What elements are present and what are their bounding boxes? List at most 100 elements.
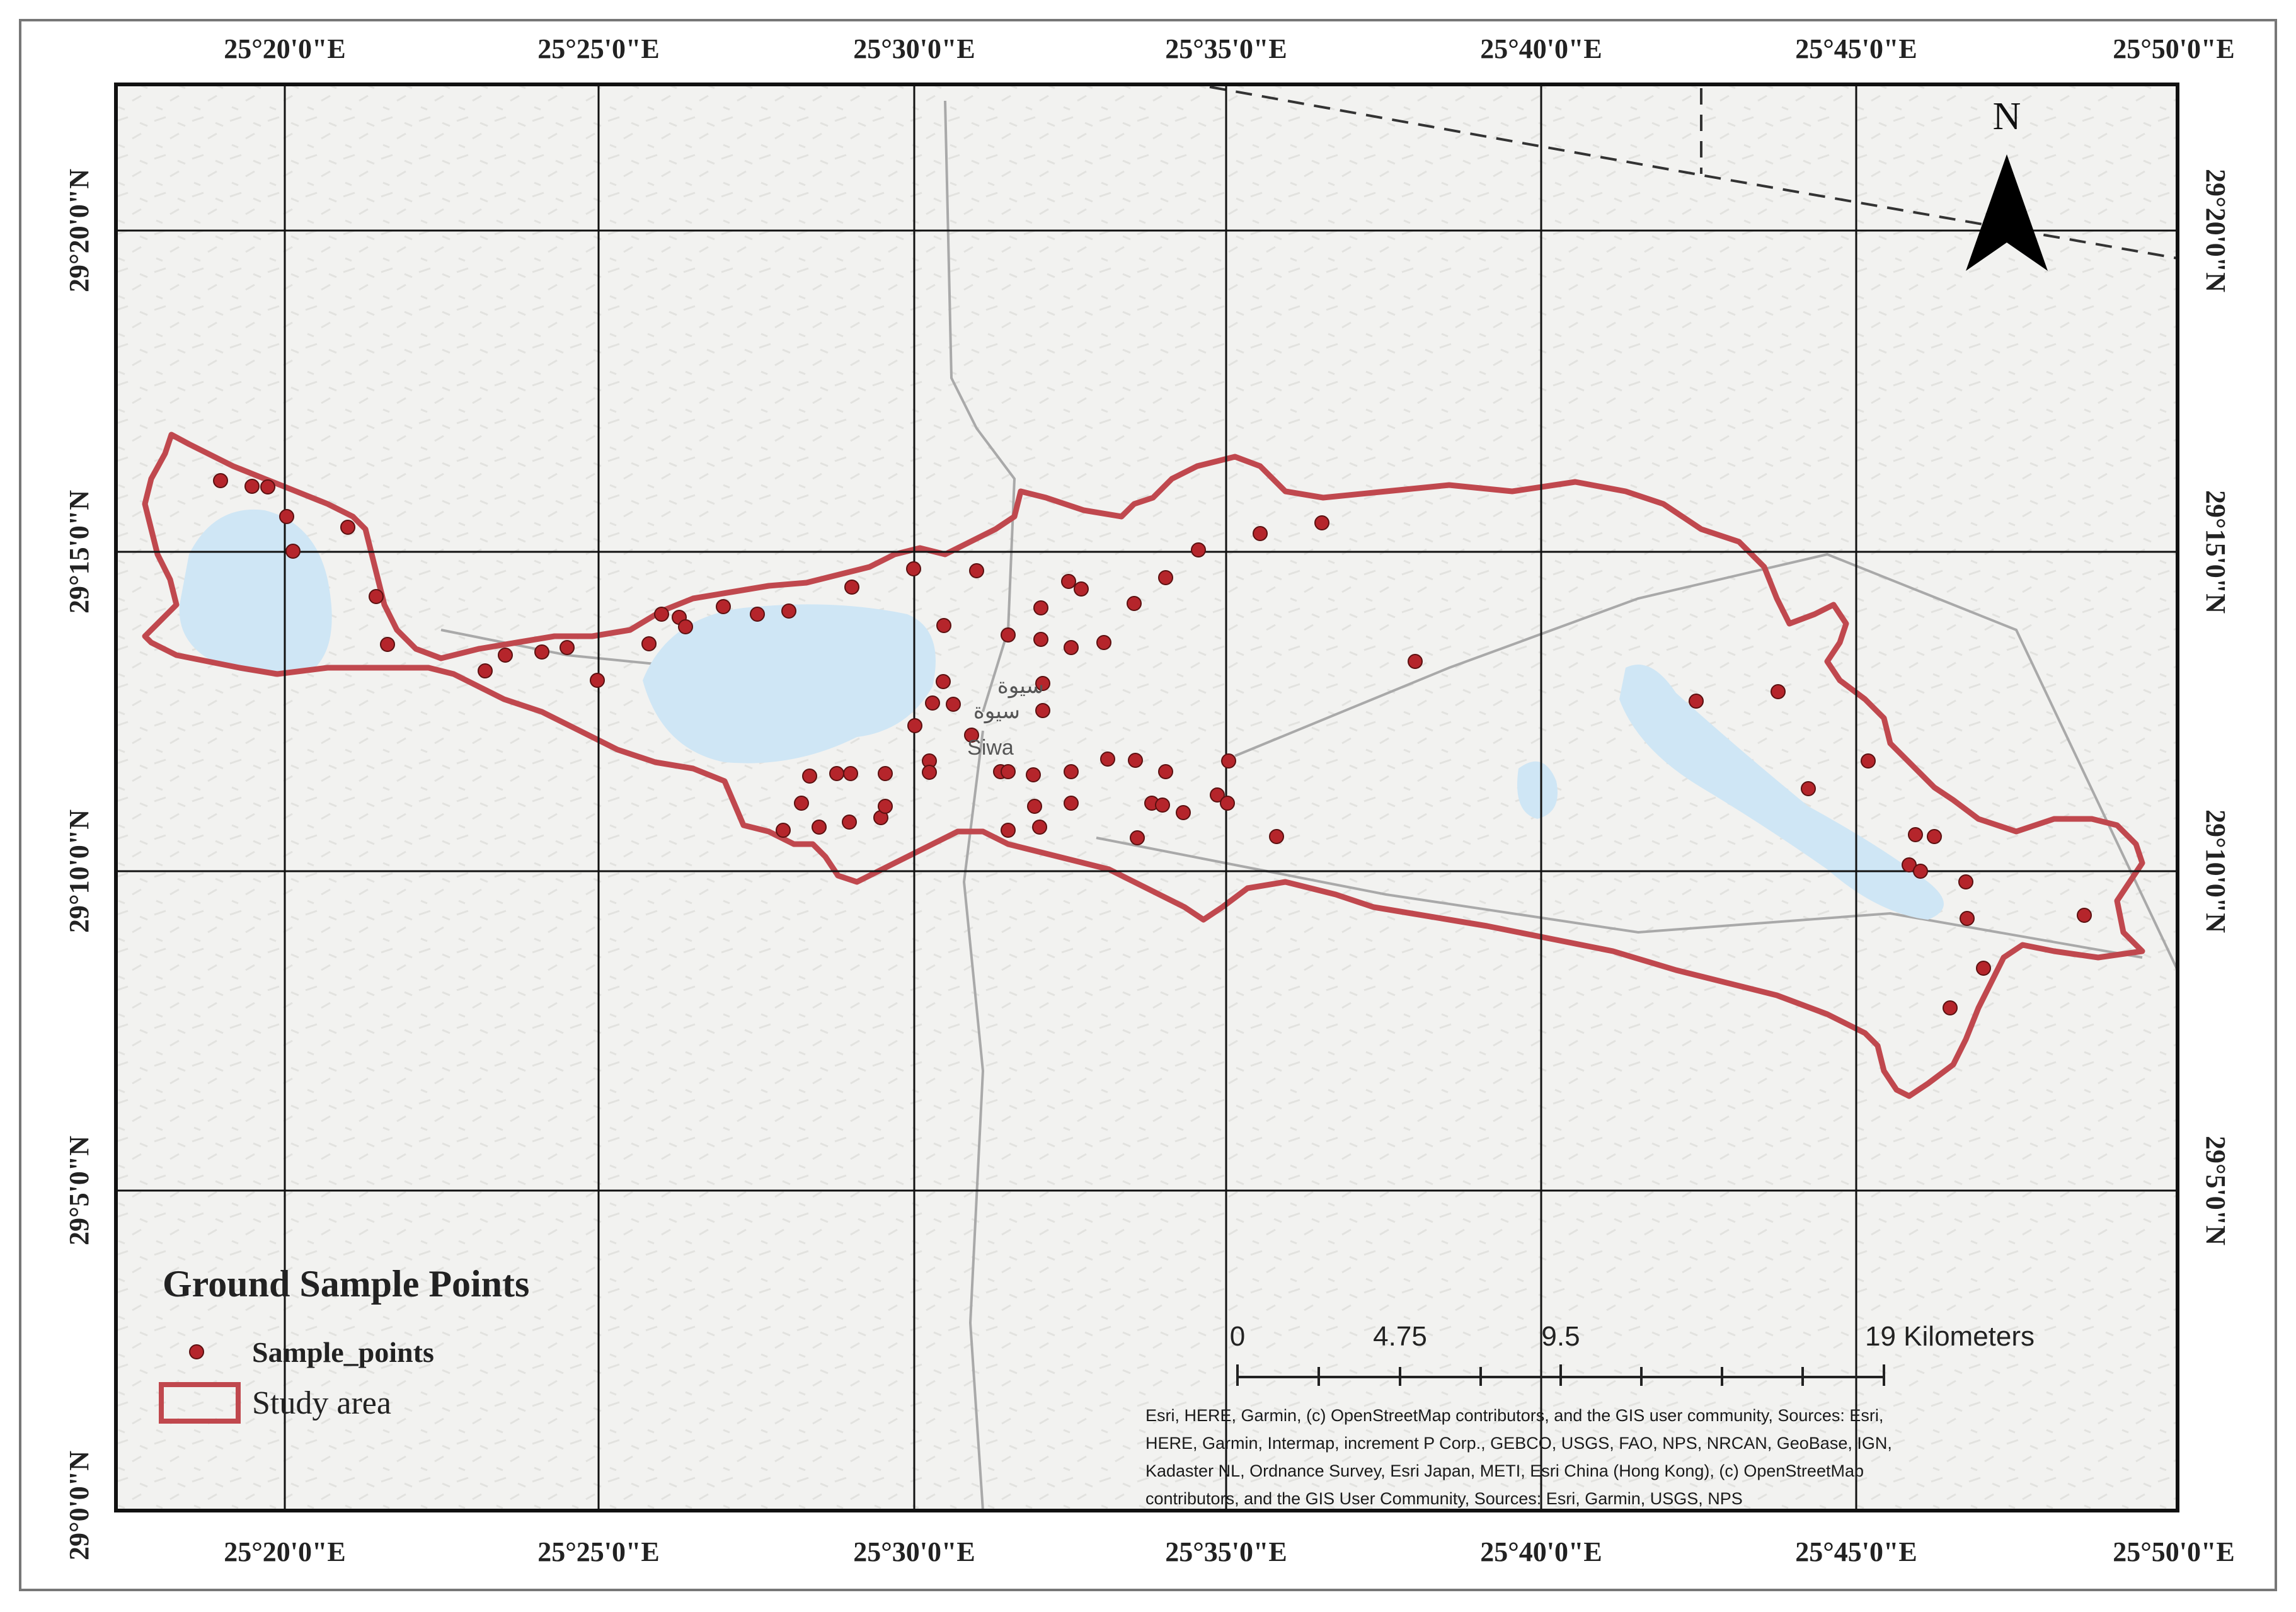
sample-point	[750, 607, 765, 622]
map-panel: سيوة سيوة Siwa N Ground Sample Points Sa…	[116, 84, 2178, 1511]
lake-zeitun	[1619, 665, 1944, 920]
sample-point	[1064, 796, 1079, 811]
legend-title: Ground Sample Points	[163, 1263, 529, 1305]
sample-point	[213, 473, 228, 488]
sample-point	[1130, 830, 1145, 845]
legend: Ground Sample Points Sample_points Study…	[159, 1263, 529, 1424]
sample-point	[498, 648, 513, 663]
sample-point	[1096, 635, 1111, 650]
sample-point	[1001, 764, 1016, 779]
red-dot-icon	[189, 1344, 204, 1359]
sample-point	[1064, 640, 1079, 655]
sample-point	[1913, 864, 1928, 879]
sample-point	[1158, 570, 1173, 585]
lon-label: 25°50'0"E	[2113, 1536, 2235, 1567]
sample-point	[1771, 684, 1786, 699]
sample-point	[1074, 581, 1089, 597]
sample-point	[1253, 526, 1268, 541]
lat-label: 29°5'0"N	[2200, 1136, 2231, 1245]
lat-label: 29°15'0"N	[64, 490, 95, 614]
attribution-text: Esri, HERE, Garmin, (c) OpenStreetMap co…	[1145, 1406, 1892, 1508]
sample-point	[1958, 874, 1973, 889]
sample-point	[812, 820, 827, 835]
place-label-arabic-2: سيوة	[973, 699, 1020, 724]
lon-label: 25°40'0"E	[1480, 33, 1602, 64]
sample-point	[1902, 857, 1917, 872]
sample-point	[802, 769, 817, 784]
scale-label-4-75: 4.75	[1373, 1321, 1427, 1352]
sample-point	[279, 509, 294, 524]
sample-point	[340, 520, 355, 535]
place-label-siwa: Siwa	[967, 736, 1014, 760]
lat-label: 29°10'0"N	[64, 809, 95, 933]
sample-point	[1035, 676, 1050, 691]
lake-siwa	[643, 604, 936, 763]
lon-label: 25°30'0"E	[853, 1536, 975, 1567]
lat-label: 29°10'0"N	[2200, 809, 2231, 933]
lon-label: 25°45'0"E	[1795, 1536, 1917, 1567]
sample-point	[946, 697, 961, 712]
sample-point	[1027, 799, 1042, 814]
sample-point	[794, 796, 809, 811]
lon-label: 25°30'0"E	[853, 33, 975, 64]
graticule-lines	[116, 84, 2178, 1511]
legend-item-study-area: Study area	[252, 1385, 391, 1421]
sample-point	[1001, 627, 1016, 643]
terrain-background	[116, 84, 2178, 1511]
sample-point	[1960, 911, 1975, 926]
scale-label-0: 0	[1230, 1321, 1245, 1352]
sample-point	[969, 563, 984, 578]
sample-point	[936, 674, 951, 689]
sample-point	[1976, 961, 1991, 976]
lat-label: 29°20'0"N	[2200, 169, 2231, 292]
sample-point	[922, 765, 937, 780]
study-area-polygon	[142, 432, 2145, 1099]
sample-point	[1035, 703, 1050, 718]
lat-label: 29°0'0"N	[64, 1451, 95, 1560]
sample-point	[1128, 753, 1143, 768]
scale-label-9-5: 9.5	[1541, 1321, 1580, 1352]
sample-point	[380, 637, 395, 652]
sample-point	[1220, 796, 1235, 811]
sample-point	[1176, 805, 1191, 820]
sample-point	[829, 766, 844, 781]
sample-point	[260, 479, 275, 494]
sample-point	[1001, 823, 1016, 838]
scale-bar: 0 4.75 9.5 19 Kilometers	[1230, 1321, 2035, 1386]
sample-point	[1127, 596, 1142, 611]
pond-east	[1517, 761, 1558, 819]
sample-point	[964, 728, 979, 743]
north-arrow: N	[1966, 95, 2048, 271]
sample-point	[843, 766, 858, 781]
sample-point	[907, 718, 922, 733]
sample-point	[478, 663, 493, 678]
credit-line: contributors, and the GIS User Community…	[1145, 1489, 1743, 1508]
sample-point	[1061, 574, 1076, 589]
sample-point	[1155, 797, 1170, 813]
sample-point	[1100, 752, 1115, 767]
legend-item-sample-points: Sample_points	[252, 1336, 434, 1368]
north-arrow-icon	[1966, 154, 2048, 271]
lat-label: 29°20'0"N	[64, 169, 95, 292]
sample-point	[1064, 764, 1079, 779]
sample-point	[716, 599, 731, 614]
lakes	[179, 509, 1944, 920]
credit-line: Kadaster NL, Ordnance Survey, Esri Japan…	[1145, 1461, 1864, 1480]
lon-label: 25°35'0"E	[1165, 1536, 1287, 1567]
sample-point	[369, 589, 384, 604]
sample-point	[842, 815, 857, 830]
lon-label: 25°45'0"E	[1795, 33, 1917, 64]
sample-point	[906, 561, 921, 576]
north-arrow-label: N	[1993, 95, 2021, 138]
credit-line: HERE, Garmin, Intermap, increment P Corp…	[1145, 1434, 1892, 1453]
lat-label: 29°15'0"N	[2200, 490, 2231, 614]
sample-point	[925, 695, 940, 711]
lon-label: 25°50'0"E	[2113, 33, 2235, 64]
red-outline-box-icon	[159, 1382, 241, 1424]
sample-point	[560, 640, 575, 655]
sample-point	[776, 823, 791, 838]
sample-point	[1158, 764, 1173, 779]
sample-point	[1408, 654, 1423, 669]
sample-point	[1032, 820, 1047, 835]
sample-point	[878, 766, 893, 781]
